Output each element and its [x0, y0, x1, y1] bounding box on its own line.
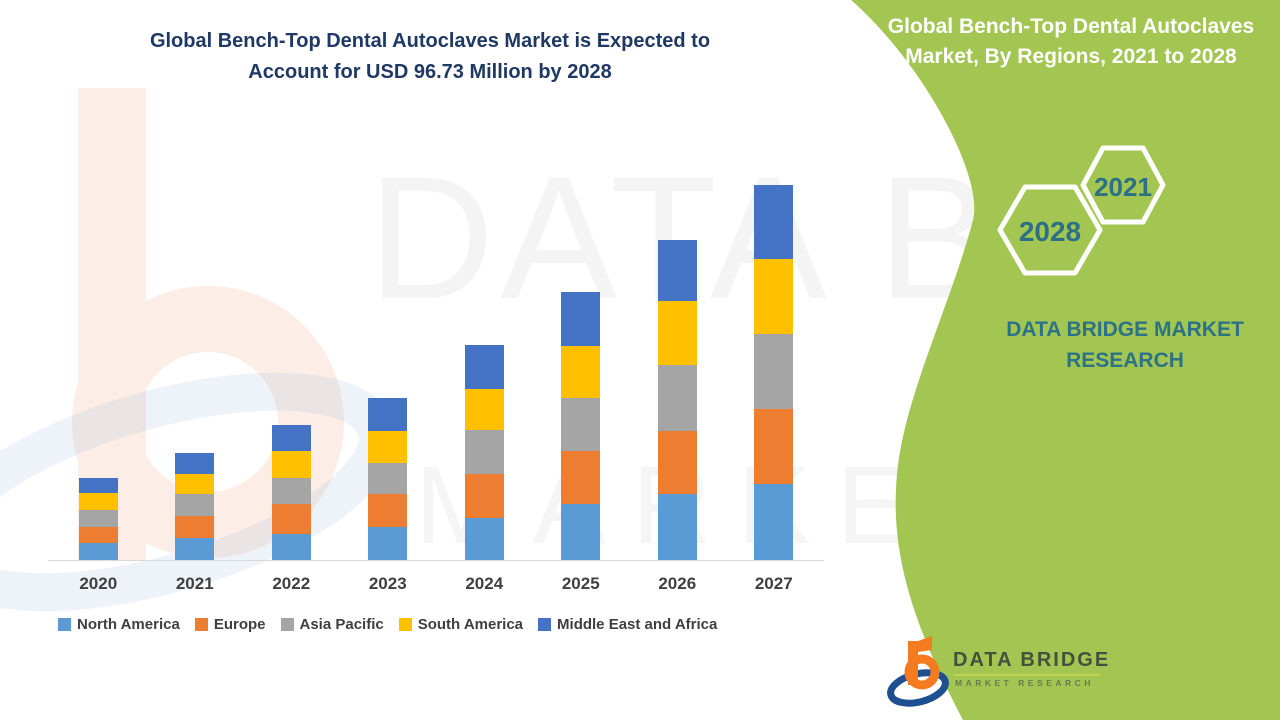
- x-axis-label-2021: 2021: [175, 574, 214, 593]
- bar-segment-europe-2022: [271, 504, 311, 534]
- bar-segment-europe-2025: [561, 451, 601, 504]
- x-axis-label-2025: 2025: [561, 574, 600, 593]
- bar-segment-middle-east-and-africa-2024: [464, 345, 504, 389]
- bar-segment-middle-east-and-africa-2023: [368, 398, 408, 431]
- bar-segment-asia-pacific-2027: [754, 334, 794, 409]
- chart-title-line1: Global Bench-Top Dental Autoclaves Marke…: [149, 30, 711, 52]
- x-axis-label-2027: 2027: [754, 574, 793, 593]
- legend-item-middle-east-and-africa: Middle East and Africa: [538, 616, 717, 633]
- chart-title-line2: Account for USD 96.73 Million by 2028: [248, 61, 612, 83]
- bar-segment-north-america-2027: [754, 484, 794, 560]
- brand-text-line2: RESEARCH: [1066, 349, 1184, 372]
- bar-segment-south-america-2022: [271, 451, 311, 478]
- hexagon-2021-outline: [1080, 145, 1166, 225]
- legend-label-europe: Europe: [213, 616, 266, 633]
- brand-text-line1: DATA BRIDGE MARKET: [1006, 318, 1244, 341]
- side-panel-heading-line1: Global Bench-Top Dental Autoclaves: [887, 15, 1255, 38]
- legend-label-north-america: North America: [77, 616, 180, 633]
- legend-swatch-asia-pacific: [280, 618, 294, 631]
- legend-swatch-south-america: [398, 618, 412, 631]
- bar-segment-asia-pacific-2025: [561, 398, 601, 451]
- bar-segment-europe-2023: [368, 494, 408, 527]
- bar-segment-south-america-2021: [175, 474, 215, 494]
- legend-item-north-america: North America: [58, 616, 180, 633]
- bar-segment-north-america-2020: [78, 543, 118, 560]
- hexagon-2028-outline: [997, 184, 1103, 276]
- bar-segment-south-america-2024: [464, 389, 504, 430]
- bar-segment-europe-2027: [754, 409, 794, 484]
- bar-segment-asia-pacific-2024: [464, 430, 504, 474]
- legend-item-europe: Europe: [194, 616, 266, 633]
- logo-b-icon: [887, 636, 949, 707]
- legend-swatch-middle-east-and-africa: [538, 618, 552, 631]
- x-axis-label-2024: 2024: [465, 574, 504, 593]
- bar-segment-middle-east-and-africa-2021: [175, 453, 215, 474]
- legend-item-asia-pacific: Asia Pacific: [280, 616, 384, 633]
- bar-segment-asia-pacific-2020: [78, 510, 118, 527]
- bar-segment-asia-pacific-2026: [657, 365, 697, 431]
- x-axis-labels: 2020 2021 2022 2023 2024 2025 2026 2027: [50, 574, 822, 598]
- legend-item-south-america: South America: [398, 616, 524, 633]
- chart-legend: North America Europe Asia Pacific South Ame…: [58, 616, 848, 633]
- bar-segment-north-america-2022: [271, 534, 311, 560]
- bar-segment-middle-east-and-africa-2026: [657, 240, 697, 301]
- legend-swatch-north-america: [58, 618, 71, 631]
- bar-segment-europe-2024: [464, 474, 504, 518]
- bar-segment-south-america-2025: [561, 346, 601, 398]
- x-axis-line: [48, 560, 824, 561]
- brand-text: DATA BRIDGE MARKET RESEARCH: [985, 314, 1265, 376]
- x-axis-label-2020: 2020: [79, 574, 118, 593]
- x-axis-label-2023: 2023: [368, 574, 407, 593]
- bar-segment-europe-2020: [78, 527, 118, 543]
- bar-segment-south-america-2027: [754, 259, 794, 334]
- side-panel-heading: Global Bench-Top Dental Autoclaves Marke…: [872, 12, 1270, 72]
- legend-label-middle-east-and-africa: Middle East and Africa: [557, 616, 718, 633]
- bar-segment-south-america-2026: [657, 301, 697, 365]
- hexagon-2028-label: 2028: [1018, 216, 1082, 247]
- bar-segment-middle-east-and-africa-2027: [754, 185, 794, 259]
- bar-segment-europe-2021: [175, 516, 215, 538]
- bar-segment-north-america-2025: [561, 504, 601, 560]
- plot-area: [50, 160, 822, 560]
- x-axis-label-2026: 2026: [658, 574, 697, 593]
- bar-segment-asia-pacific-2022: [271, 478, 311, 504]
- bar-segment-north-america-2021: [175, 538, 215, 560]
- bar-segment-middle-east-and-africa-2020: [78, 478, 118, 493]
- legend-label-south-america: South America: [417, 616, 524, 633]
- bar-segment-north-america-2023: [368, 527, 408, 560]
- side-panel-heading-line2: Market, By Regions, 2021 to 2028: [905, 45, 1237, 68]
- hexagon-2021-label: 2021: [1094, 172, 1152, 202]
- bar-segment-asia-pacific-2023: [368, 463, 408, 494]
- bar-segment-asia-pacific-2021: [175, 494, 215, 516]
- bar-segment-europe-2026: [657, 431, 697, 494]
- bar-segment-north-america-2024: [464, 518, 504, 560]
- bar-segment-south-america-2023: [368, 431, 408, 463]
- legend-label-asia-pacific: Asia Pacific: [299, 616, 384, 633]
- chart-title: Global Bench-Top Dental Autoclaves Marke…: [65, 26, 795, 88]
- bar-segment-south-america-2020: [78, 493, 118, 510]
- legend-swatch-europe: [194, 618, 208, 631]
- logo-title: DATA BRIDGE: [953, 649, 1111, 671]
- logo-underline: [954, 674, 1100, 676]
- bar-segment-middle-east-and-africa-2025: [561, 292, 601, 346]
- bar-segment-middle-east-and-africa-2022: [271, 425, 311, 451]
- bar-segment-north-america-2026: [657, 494, 697, 560]
- x-axis-label-2022: 2022: [272, 574, 311, 593]
- logo-subtitle: MARKET RESEARCH: [955, 678, 1094, 688]
- green-panel-shape: [851, 0, 1280, 720]
